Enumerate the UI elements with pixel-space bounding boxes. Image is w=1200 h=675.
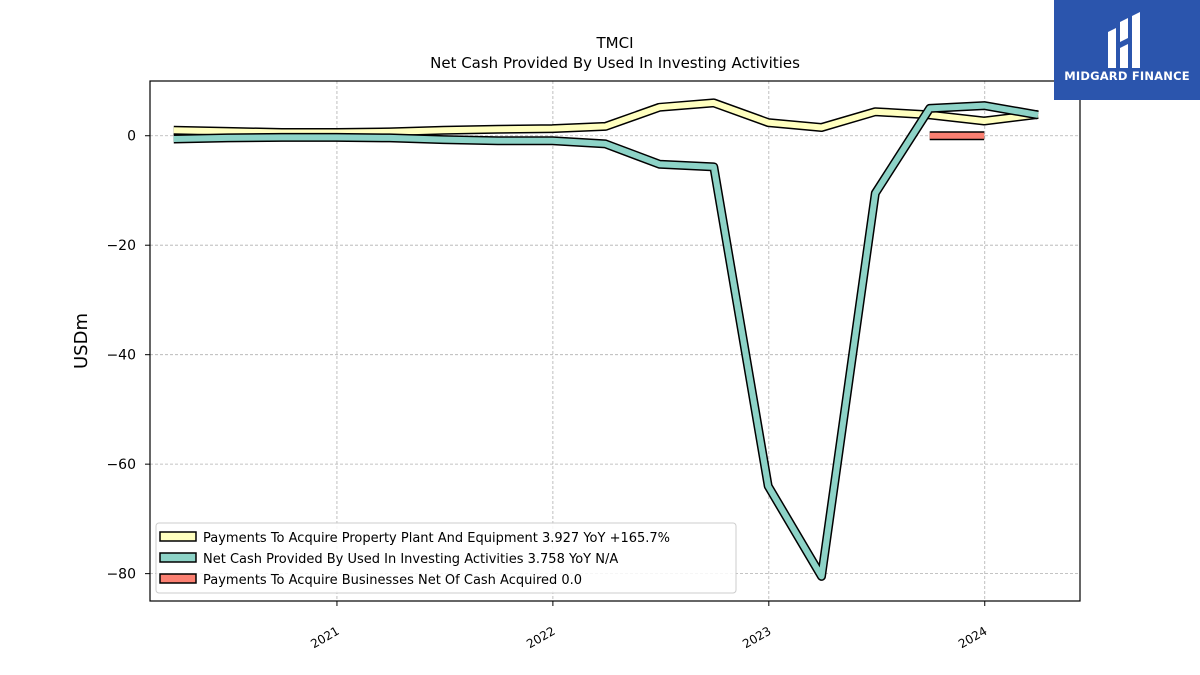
legend-swatch (159, 573, 197, 584)
y-axis-label: USDm (71, 313, 92, 369)
y-axis-ticks: 0 −20 −40 −60 −80 (106, 129, 150, 583)
legend-label: Payments To Acquire Property Plant And E… (203, 531, 670, 546)
legend-swatch (159, 552, 197, 563)
series-2 (173, 101, 1039, 581)
chart-title: TMCI (595, 34, 633, 52)
y-tick-label: −40 (106, 348, 136, 364)
legend: Payments To Acquire Property Plant And E… (155, 522, 737, 594)
axes-frame (149, 80, 1081, 602)
plot-area (173, 98, 1039, 581)
brand-mark-icon (1108, 12, 1140, 68)
series-line (173, 99, 1039, 136)
brand-logo: MIDGARD FINANCE (1054, 0, 1200, 100)
brand-name: MIDGARD FINANCE (1064, 69, 1190, 83)
y-tick-label: −60 (106, 457, 136, 473)
series-1 (173, 98, 1039, 137)
y-tick-label: −20 (106, 238, 136, 254)
chart-subtitle: Net Cash Provided By Used In Investing A… (430, 54, 800, 72)
legend-label: Payments To Acquire Businesses Net Of Ca… (203, 573, 582, 588)
legend-swatch (159, 531, 197, 542)
y-tick-label: −80 (106, 567, 136, 583)
legend-box (155, 522, 737, 594)
y-tick-label: 0 (127, 129, 136, 145)
series-line (173, 102, 1039, 580)
legend-label: Net Cash Provided By Used In Investing A… (203, 552, 618, 567)
